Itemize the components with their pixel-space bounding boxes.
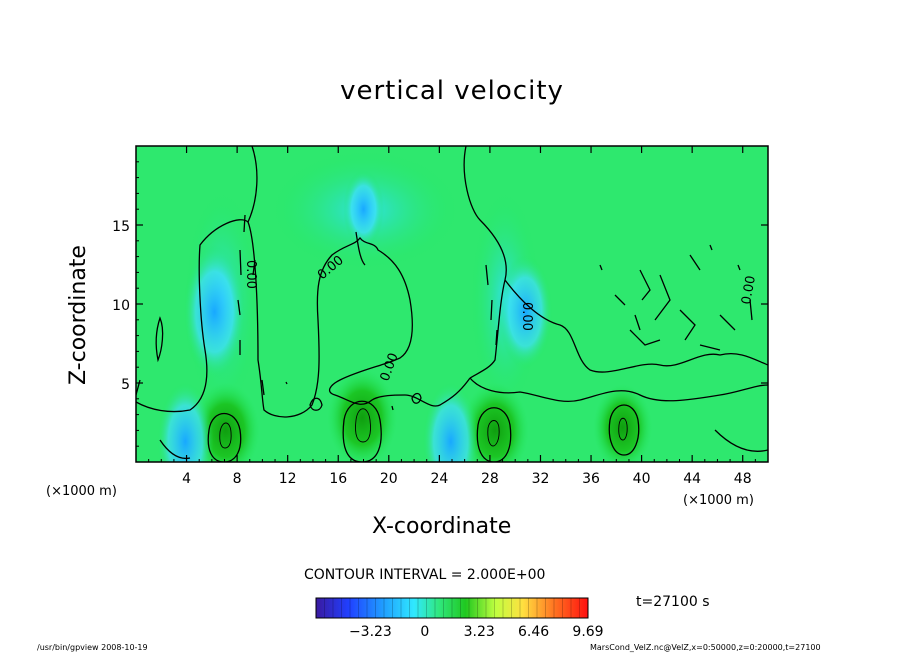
chart-title: vertical velocity: [340, 76, 564, 106]
contour-fragments: [237, 214, 753, 411]
x-tick-label: 32: [532, 471, 550, 487]
x-tick-label: 20: [380, 471, 398, 487]
contour-updraft-4: [608, 404, 640, 456]
colorbar-tick-label: 3.23: [464, 624, 495, 640]
contour-updraft-2: [342, 400, 382, 462]
contour-inner-4: [618, 417, 628, 441]
x-tick-label: 12: [279, 471, 297, 487]
y-axis-title: Z-coordinate: [66, 245, 91, 385]
contour-base-right: [714, 429, 768, 452]
x-tick-label: 28: [481, 471, 499, 487]
colorbar-tick-label: 9.69: [572, 624, 603, 640]
contour-closed-small: [155, 316, 164, 363]
x-tick-label: 48: [734, 471, 752, 487]
x-axis-unit-right: (×1000 m): [683, 493, 754, 508]
downdraft-core: [422, 381, 480, 462]
x-tick-label: 44: [683, 471, 701, 487]
contour-zero-left: [136, 146, 258, 413]
contour-updraft-1: [207, 413, 242, 462]
x-tick-label: 36: [582, 471, 600, 487]
downdraft-core: [497, 254, 553, 370]
contour-inner-3: [487, 420, 500, 447]
colorbar-tick-label: 0: [420, 624, 429, 640]
x-tick-label: 8: [233, 471, 242, 487]
x-axis-unit-left: (×1000 m): [46, 484, 117, 499]
contour-updraft-3: [476, 407, 512, 462]
contour-zero-lower-right: [469, 377, 768, 402]
y-tick-label: 5: [121, 377, 130, 393]
updraft-core: [327, 368, 398, 462]
y-tick-label: 15: [112, 219, 130, 235]
downdraft-core: [343, 170, 384, 249]
contour-zero-rough: [504, 279, 768, 373]
contour-label: 0.00: [739, 275, 759, 306]
colorbar-tick-label: 6.46: [518, 624, 549, 640]
contour-label: 0.00: [243, 260, 258, 289]
contour-label: 0.00: [519, 302, 534, 331]
contour-interval-label: CONTOUR INTERVAL = 2.000E+00: [304, 567, 546, 583]
colorbar-ticks: −3.23 0 3.23 6.46 9.69: [324, 598, 604, 640]
contour-base-left: [159, 439, 191, 460]
x-tick-label: 24: [430, 471, 448, 487]
contour-jagged-top: [355, 231, 366, 266]
contour-zero-middle: [247, 221, 471, 418]
y-tick-label: 10: [112, 298, 130, 314]
time-stamp: t=27100 s: [636, 594, 710, 610]
downdraft-core: [156, 381, 214, 462]
x-axis-title: X-coordinate: [372, 514, 512, 539]
x-tick-label: 4: [182, 471, 191, 487]
contour-inner-2: [355, 408, 371, 443]
x-tick-label: 16: [329, 471, 347, 487]
x-tick-label: 40: [633, 471, 651, 487]
downdraft-core: [183, 244, 246, 379]
footer-program-date: /usr/bin/gpview 2008-10-19: [37, 643, 148, 652]
contour-zero-right: [463, 146, 507, 379]
contour-inner-1: [219, 422, 232, 449]
footer-data-source: MarsCond_VelZ.nc@VelZ,x=0:50000,z=0:2000…: [590, 643, 821, 652]
colorbar-tick-label: −3.23: [349, 624, 392, 640]
